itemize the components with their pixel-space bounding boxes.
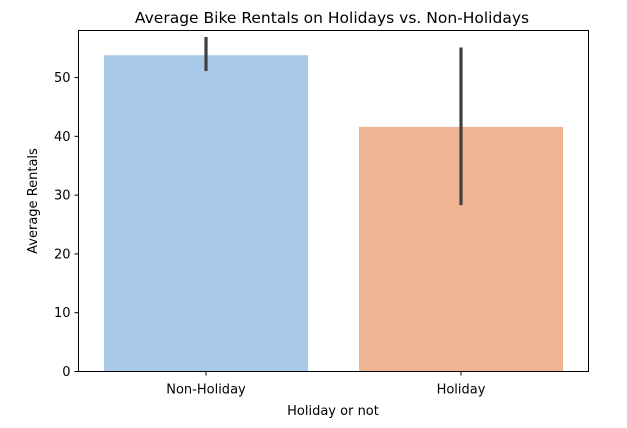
x-tick-label: Holiday (437, 383, 486, 398)
y-tick-label: 20 (54, 247, 71, 262)
y-tick-label: 40 (54, 130, 71, 145)
y-tick-label: 10 (54, 306, 71, 321)
x-tick-label: Non-Holiday (166, 383, 246, 398)
plot-frame (78, 30, 589, 372)
bar-non-holiday (104, 55, 308, 372)
y-tick-label: 30 (54, 189, 71, 204)
chart-title: Average Bike Rentals on Holidays vs. Non… (135, 9, 529, 27)
y-axis-label: Average Rentals (26, 148, 41, 254)
y-tick-label: 50 (54, 71, 71, 86)
plot-area: 0 10 20 30 40 50 Non-Holiday Holiday (54, 36, 563, 398)
y-tick-label: 0 (62, 365, 70, 380)
x-axis-label: Holiday or not (287, 404, 379, 419)
